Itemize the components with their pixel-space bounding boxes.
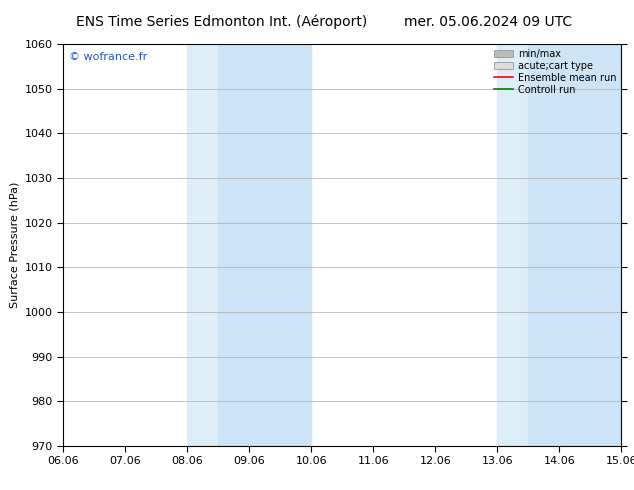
Bar — [188, 44, 218, 446]
Text: © wofrance.fr: © wofrance.fr — [69, 52, 147, 62]
Bar — [218, 44, 311, 446]
Legend: min/max, acute;cart type, Ensemble mean run, Controll run: min/max, acute;cart type, Ensemble mean … — [492, 47, 618, 97]
Bar — [528, 44, 621, 446]
Text: mer. 05.06.2024 09 UTC: mer. 05.06.2024 09 UTC — [404, 15, 573, 29]
Text: ENS Time Series Edmonton Int. (Aéroport): ENS Time Series Edmonton Int. (Aéroport) — [76, 15, 368, 29]
Y-axis label: Surface Pressure (hPa): Surface Pressure (hPa) — [10, 182, 19, 308]
Bar — [497, 44, 528, 446]
